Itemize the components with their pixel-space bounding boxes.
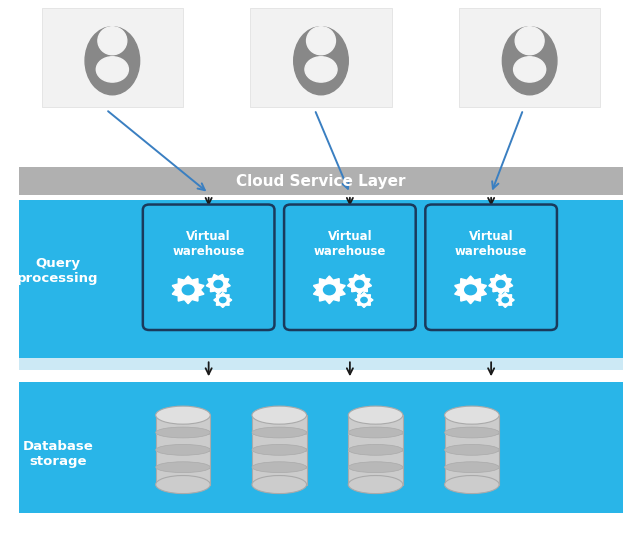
Circle shape (465, 285, 476, 295)
Ellipse shape (155, 444, 210, 456)
Polygon shape (206, 274, 230, 294)
Ellipse shape (293, 27, 348, 95)
Ellipse shape (155, 427, 210, 438)
Bar (19, 382, 623, 513)
Ellipse shape (444, 462, 499, 473)
Polygon shape (496, 293, 514, 308)
FancyBboxPatch shape (143, 205, 274, 330)
Text: Cloud Service Layer: Cloud Service Layer (236, 174, 406, 189)
Bar (19, 200, 623, 358)
Ellipse shape (444, 406, 499, 424)
Ellipse shape (96, 57, 128, 82)
Ellipse shape (444, 476, 499, 493)
Bar (19, 167, 623, 195)
Ellipse shape (348, 444, 403, 456)
Bar (155, 448, 210, 452)
Ellipse shape (252, 462, 307, 473)
Text: Query
processing: Query processing (17, 257, 98, 285)
Bar (155, 415, 210, 484)
Polygon shape (347, 274, 372, 294)
Text: Virtual
warehouse: Virtual warehouse (455, 230, 527, 258)
Circle shape (182, 285, 194, 295)
Ellipse shape (502, 27, 557, 95)
Bar (348, 466, 403, 469)
Ellipse shape (348, 406, 403, 424)
FancyBboxPatch shape (425, 205, 557, 330)
FancyBboxPatch shape (250, 8, 392, 107)
Polygon shape (355, 293, 373, 308)
Ellipse shape (515, 27, 544, 54)
Bar (155, 431, 210, 435)
Bar (444, 431, 499, 435)
Ellipse shape (85, 27, 139, 95)
Ellipse shape (252, 427, 307, 438)
Bar (252, 431, 307, 435)
Bar (444, 415, 499, 484)
Polygon shape (489, 274, 513, 294)
Polygon shape (172, 276, 204, 304)
Ellipse shape (252, 476, 307, 493)
Text: Database
storage: Database storage (22, 440, 93, 468)
Ellipse shape (348, 476, 403, 493)
Circle shape (355, 280, 364, 287)
Text: Virtual
warehouse: Virtual warehouse (314, 230, 386, 258)
Ellipse shape (444, 427, 499, 438)
Polygon shape (313, 276, 345, 304)
Ellipse shape (155, 462, 210, 473)
Circle shape (502, 297, 508, 303)
FancyBboxPatch shape (459, 8, 600, 107)
Bar (348, 431, 403, 435)
Circle shape (220, 297, 226, 303)
Circle shape (214, 280, 223, 287)
Circle shape (361, 297, 367, 303)
Ellipse shape (98, 27, 126, 54)
Bar (348, 448, 403, 452)
Ellipse shape (155, 476, 210, 493)
Ellipse shape (305, 57, 337, 82)
Ellipse shape (252, 444, 307, 456)
Polygon shape (214, 293, 232, 308)
Bar (155, 466, 210, 469)
Circle shape (496, 280, 505, 287)
Bar (444, 466, 499, 469)
FancyBboxPatch shape (284, 205, 416, 330)
Ellipse shape (514, 57, 546, 82)
Polygon shape (455, 276, 487, 304)
Bar (252, 415, 307, 484)
Ellipse shape (307, 27, 335, 54)
Ellipse shape (348, 462, 403, 473)
Ellipse shape (252, 406, 307, 424)
Bar (19, 358, 623, 370)
Bar (348, 415, 403, 484)
Text: Virtual
warehouse: Virtual warehouse (173, 230, 245, 258)
Ellipse shape (155, 406, 210, 424)
Ellipse shape (348, 427, 403, 438)
Circle shape (324, 285, 335, 295)
Ellipse shape (444, 444, 499, 456)
FancyBboxPatch shape (42, 8, 183, 107)
Bar (444, 448, 499, 452)
Bar (252, 448, 307, 452)
Bar (252, 466, 307, 469)
